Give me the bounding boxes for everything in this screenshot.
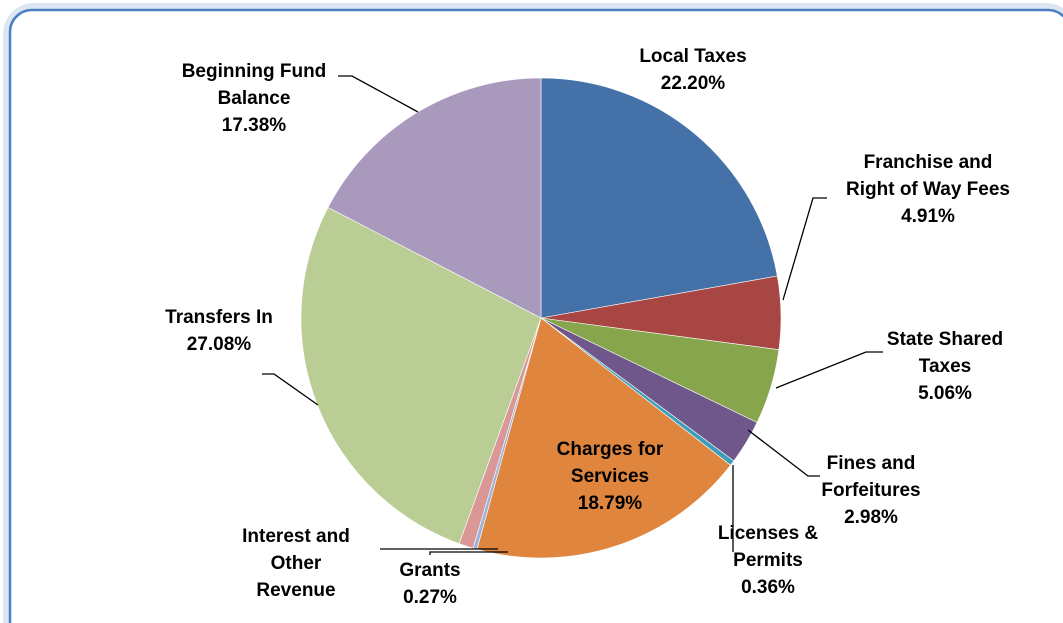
slice-percent-label: 0.36%	[741, 577, 795, 598]
slice-label-franchise-and-right-of-way-fees: Franchise and Right of Way Fees 4.91%	[846, 152, 1010, 227]
slice-label-licenses-and-permits: Licenses & Permits 0.36%	[718, 523, 819, 598]
slice-name-line: Balance	[218, 88, 291, 109]
pie-slice-local-taxes	[540, 77, 778, 319]
slice-percent-label: 17.38%	[222, 115, 287, 136]
slice-labels: Local Taxes 22.20% Franchise and Right of W…	[165, 46, 1010, 608]
slice-percent-label: 18.79%	[578, 493, 643, 514]
slice-name-line: Permits	[733, 550, 803, 571]
slice-name-line: Grants	[399, 560, 460, 581]
slice-name-line: State Shared	[887, 329, 1003, 350]
slice-percent-label: 4.91%	[901, 206, 955, 227]
leader-line-grants	[429, 551, 508, 555]
slice-label-charges-for-services: Charges for Services 18.79%	[557, 439, 664, 514]
slice-percent-label: 22.20%	[661, 73, 726, 94]
slice-name-line: Charges for	[557, 439, 664, 460]
slice-percent-label: 2.98%	[844, 507, 898, 528]
slice-percent-label: 0.27%	[403, 587, 457, 608]
slice-name-line: Right of Way Fees	[846, 179, 1010, 200]
slice-name-line: Interest and	[242, 526, 350, 547]
leader-lines	[262, 75, 883, 555]
slice-name-line: Transfers In	[165, 307, 273, 328]
slice-percent-label: 5.06%	[918, 383, 972, 404]
slice-label-grants: Grants 0.27%	[399, 560, 460, 608]
slice-name-line: Fines and	[827, 453, 916, 474]
slice-name-line: Services	[571, 466, 649, 487]
slice-name-line: Beginning Fund	[182, 61, 327, 82]
slice-name-line: Franchise and	[864, 152, 993, 173]
slice-name-line: Revenue	[256, 580, 335, 601]
slice-label-local-taxes: Local Taxes 22.20%	[639, 46, 746, 94]
slice-name-line: Other	[271, 553, 322, 574]
slice-label-transfers-in: Transfers In 27.08%	[165, 307, 273, 355]
leader-line-fines-and-forfeitures	[747, 429, 820, 477]
leader-line-state-shared-taxes	[775, 351, 883, 389]
pie-slice-beginning-fund-balance	[327, 77, 542, 319]
slice-label-state-shared-taxes: State Shared Taxes 5.06%	[887, 329, 1003, 404]
slice-label-interest-and-other-revenue: Interest and Other Revenue	[242, 526, 350, 601]
leader-line-beginning-fund-balance	[338, 75, 419, 113]
slice-label-beginning-fund-balance: Beginning Fund Balance 17.38%	[182, 61, 327, 136]
pie-slice-charges-for-services	[476, 317, 731, 559]
slice-name-line: Local Taxes	[639, 46, 746, 67]
slice-percent-label: 27.08%	[187, 334, 252, 355]
slice-name-line: Licenses &	[718, 523, 819, 544]
slice-label-fines-and-forfeitures: Fines and Forfeitures 2.98%	[821, 453, 920, 528]
slice-name-line: Taxes	[919, 356, 971, 377]
leader-line-transfers-in	[262, 373, 319, 406]
leader-line-franchise-and-right-of-way-fees	[782, 197, 827, 301]
pie-slices	[300, 77, 782, 559]
slice-name-line: Forfeitures	[821, 480, 920, 501]
